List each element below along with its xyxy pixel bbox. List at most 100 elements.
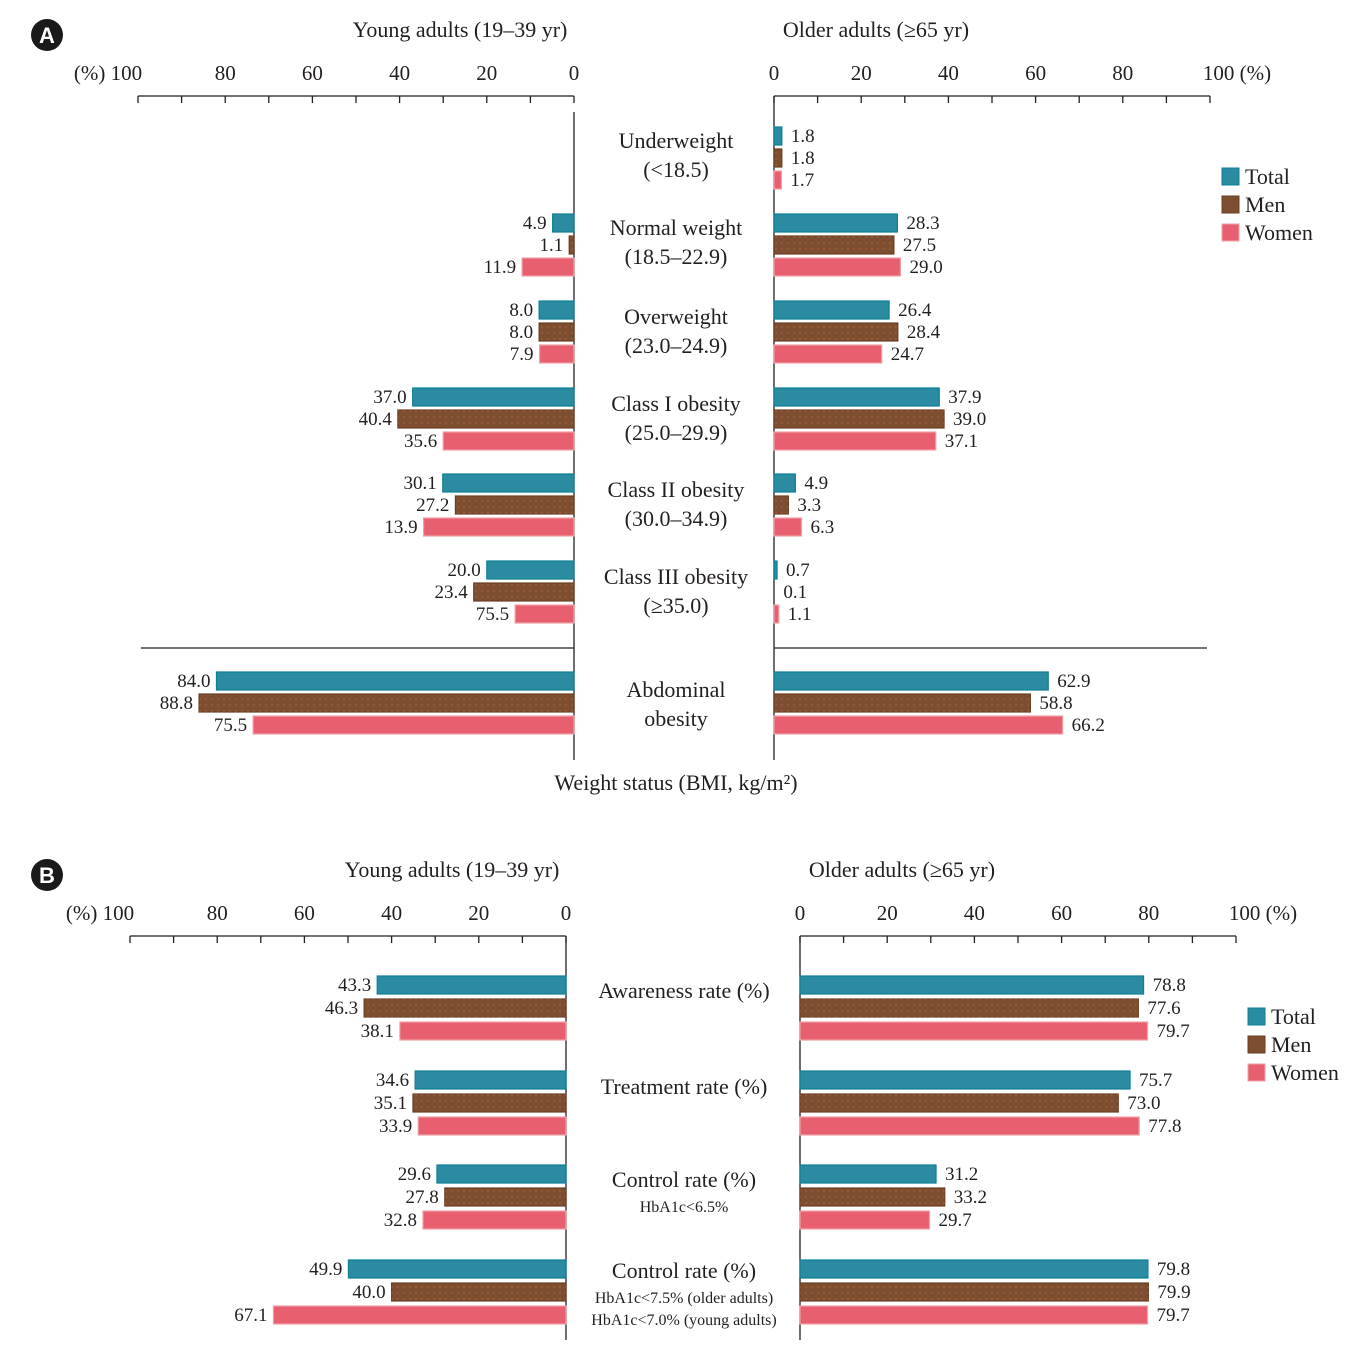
right-tick-label: 20 xyxy=(851,61,872,85)
left-tick-label: 20 xyxy=(468,901,489,925)
left-tick-label: 40 xyxy=(381,901,402,925)
legend-swatch-women xyxy=(1247,1063,1266,1082)
bar-texture xyxy=(800,1188,945,1206)
bar-young-total xyxy=(376,975,567,995)
bar-older-total xyxy=(773,560,778,580)
category-label: Awareness rate (%) xyxy=(598,978,769,1003)
right-tick-label: 80 xyxy=(1138,901,1159,925)
bar-texture xyxy=(774,149,782,167)
data-label-older: 39.0 xyxy=(953,409,986,430)
category-label: (≥35.0) xyxy=(643,593,708,618)
data-label-young: 7.9 xyxy=(510,344,534,365)
data-label-older: 29.0 xyxy=(909,257,942,278)
category-label: (23.0–24.9) xyxy=(625,333,728,358)
bar-young-total xyxy=(412,387,575,407)
data-label-older: 4.9 xyxy=(804,473,828,494)
bar-older-women xyxy=(799,1305,1149,1325)
data-label-young: 88.8 xyxy=(160,693,193,714)
data-label-older: 73.0 xyxy=(1127,1093,1160,1114)
data-label-older: 79.7 xyxy=(1156,1021,1189,1042)
bar-texture xyxy=(569,236,574,254)
category-label: (30.0–34.9) xyxy=(625,506,728,531)
data-label-young: 13.9 xyxy=(384,517,417,538)
right-tick-label: 60 xyxy=(1051,901,1072,925)
data-label-older: 79.9 xyxy=(1157,1282,1190,1303)
bar-older-total xyxy=(773,126,783,146)
category-label: Class II obesity xyxy=(608,477,745,502)
legend-swatch-women xyxy=(1221,223,1240,242)
bar-older-women xyxy=(773,715,1064,735)
data-label-young: 11.9 xyxy=(484,257,517,278)
data-label-young: 8.0 xyxy=(509,322,533,343)
bar-texture xyxy=(455,496,574,514)
data-label-young: 4.9 xyxy=(523,213,547,234)
bar-older-total xyxy=(773,387,940,407)
left-axis-title: Young adults (19–39 yr) xyxy=(353,17,568,42)
data-label-older: 79.8 xyxy=(1157,1259,1190,1280)
bar-texture xyxy=(774,236,894,254)
right-tick-label: 60 xyxy=(1025,61,1046,85)
data-label-young: 35.1 xyxy=(374,1093,407,1114)
bar-older-total xyxy=(773,300,890,320)
bar-texture xyxy=(364,999,566,1017)
bar-older-women xyxy=(773,431,937,451)
legend-label-total: Total xyxy=(1245,164,1290,189)
data-label-young: 40.4 xyxy=(359,409,393,430)
legend-label-women: Women xyxy=(1271,1060,1339,1085)
bar-young-women xyxy=(252,715,575,735)
bar-older-women xyxy=(773,257,902,277)
left-tick-label: 80 xyxy=(207,901,228,925)
bar-older-women xyxy=(799,1021,1149,1041)
bar-young-total xyxy=(486,560,575,580)
category-label: (18.5–22.9) xyxy=(625,244,728,269)
right-tick-label: 40 xyxy=(938,61,959,85)
bar-young-women xyxy=(538,344,575,364)
data-label-older: 3.3 xyxy=(797,495,821,516)
bar-older-women xyxy=(773,170,783,190)
data-label-older: 1.1 xyxy=(788,604,812,625)
data-label-young: 75.5 xyxy=(214,715,247,736)
data-label-older: 75.7 xyxy=(1139,1070,1172,1091)
data-label-older: 1.7 xyxy=(790,170,814,191)
data-label-older: 77.6 xyxy=(1147,998,1180,1019)
bar-older-total xyxy=(799,1259,1149,1279)
data-label-older: 33.2 xyxy=(954,1187,987,1208)
data-label-young: 75.5 xyxy=(476,604,509,625)
data-label-young: 23.4 xyxy=(434,582,468,603)
category-label: obesity xyxy=(644,706,708,731)
bar-texture xyxy=(774,496,789,514)
data-label-young: 46.3 xyxy=(325,998,358,1019)
data-label-older: 79.7 xyxy=(1156,1305,1189,1326)
right-tick-label: 80 xyxy=(1112,61,1133,85)
bar-older-total xyxy=(773,671,1049,691)
data-label-older: 1.8 xyxy=(791,148,815,169)
panel-b: B Young adults (19–39 yr) Older adults (≥6… xyxy=(31,857,1339,1340)
left-tick-label: (%) 100 xyxy=(66,901,134,925)
bar-older-total xyxy=(799,1070,1131,1090)
right-axis-title: Older adults (≥65 yr) xyxy=(809,857,995,882)
data-label-older: 62.9 xyxy=(1057,671,1090,692)
data-label-young: 84.0 xyxy=(177,671,210,692)
data-label-young: 33.9 xyxy=(379,1116,412,1137)
left-tick-label: 60 xyxy=(302,61,323,85)
data-label-young: 27.2 xyxy=(416,495,449,516)
data-label-older: 78.8 xyxy=(1153,975,1186,996)
data-label-older: 6.3 xyxy=(810,517,834,538)
category-sublabel: HbA1c<7.0% (young adults) xyxy=(591,1312,776,1329)
bar-older-total xyxy=(799,975,1145,995)
data-label-young: 35.6 xyxy=(404,431,437,452)
data-label-older: 28.3 xyxy=(906,213,939,234)
bar-texture xyxy=(397,410,574,428)
category-label: Control rate (%) xyxy=(612,1258,756,1283)
category-label: Class III obesity xyxy=(604,564,748,589)
left-tick-label: 0 xyxy=(561,901,572,925)
bar-older-total xyxy=(799,1164,937,1184)
bar-young-total xyxy=(414,1070,567,1090)
bar-texture xyxy=(800,999,1139,1017)
bar-older-total xyxy=(773,473,796,493)
data-label-older: 24.7 xyxy=(891,344,924,365)
panel-badge xyxy=(31,19,63,51)
right-tick-label: 100 (%) xyxy=(1229,901,1297,925)
legend-swatch-total xyxy=(1221,167,1240,186)
data-label-young: 38.1 xyxy=(361,1021,394,1042)
